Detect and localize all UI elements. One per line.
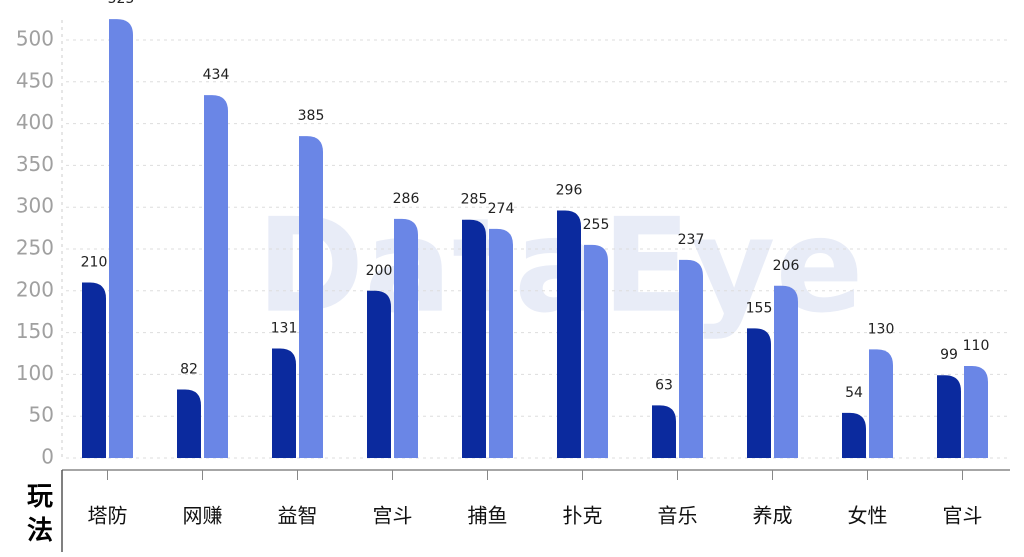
value-label: 286 bbox=[393, 191, 420, 207]
y-tick-label: 350 bbox=[16, 152, 54, 176]
bar bbox=[489, 228, 513, 458]
value-label: 206 bbox=[773, 258, 800, 274]
y-tick-label: 150 bbox=[16, 319, 54, 343]
x-tick-label: 音乐 bbox=[658, 504, 698, 528]
x-axis-label: 玩法 bbox=[27, 482, 53, 546]
value-label: 525 bbox=[108, 0, 135, 7]
value-label: 54 bbox=[845, 385, 863, 401]
bar bbox=[869, 349, 893, 458]
bar bbox=[584, 244, 608, 458]
value-label: 99 bbox=[940, 347, 958, 363]
y-tick-label: 450 bbox=[16, 68, 54, 92]
value-label: 63 bbox=[655, 377, 673, 393]
x-tick-label: 网赚 bbox=[183, 504, 223, 528]
y-tick-label: 100 bbox=[16, 361, 54, 385]
bar bbox=[557, 210, 581, 458]
bar bbox=[204, 95, 228, 459]
y-tick-label: 50 bbox=[29, 403, 54, 427]
bar bbox=[177, 389, 201, 458]
value-label: 285 bbox=[461, 192, 488, 208]
bar bbox=[679, 259, 703, 458]
value-label: 110 bbox=[963, 338, 990, 354]
value-label: 255 bbox=[583, 217, 610, 233]
value-label: 434 bbox=[203, 67, 230, 83]
value-label: 200 bbox=[366, 263, 393, 279]
value-label: 274 bbox=[488, 201, 515, 217]
bar bbox=[462, 219, 486, 458]
value-label: 210 bbox=[81, 254, 108, 270]
bar bbox=[964, 366, 988, 458]
bar bbox=[394, 218, 418, 458]
x-tick-label: 益智 bbox=[278, 504, 318, 528]
x-tick-label: 宫斗 bbox=[373, 504, 413, 528]
value-label: 296 bbox=[556, 183, 583, 199]
x-tick-label: 官斗 bbox=[943, 504, 983, 528]
y-tick-label: 200 bbox=[16, 277, 54, 301]
y-tick-label: 300 bbox=[16, 194, 54, 218]
bar bbox=[842, 412, 866, 458]
value-label: 237 bbox=[678, 232, 705, 248]
bar bbox=[367, 290, 391, 458]
x-tick-label: 塔防 bbox=[88, 504, 128, 528]
bar bbox=[272, 348, 296, 458]
y-tick-label: 0 bbox=[41, 445, 54, 469]
value-label: 385 bbox=[298, 108, 325, 124]
bar bbox=[774, 285, 798, 458]
x-tick-label: 扑克 bbox=[563, 504, 603, 528]
value-label: 131 bbox=[271, 320, 298, 336]
bar bbox=[747, 328, 771, 458]
value-label: 130 bbox=[868, 321, 895, 337]
bar bbox=[299, 136, 323, 458]
bar bbox=[937, 375, 961, 458]
x-tick-label: 捕鱼 bbox=[468, 504, 508, 528]
y-tick-label: 400 bbox=[16, 110, 54, 134]
bar bbox=[82, 282, 106, 458]
bar bbox=[109, 19, 133, 458]
value-label: 82 bbox=[180, 361, 198, 377]
bar bbox=[652, 405, 676, 458]
y-tick-label: 500 bbox=[16, 27, 54, 51]
value-label: 155 bbox=[746, 300, 773, 316]
x-tick-label: 女性 bbox=[848, 504, 888, 528]
y-tick-label: 250 bbox=[16, 236, 54, 260]
x-tick-label: 养成 bbox=[753, 504, 793, 528]
